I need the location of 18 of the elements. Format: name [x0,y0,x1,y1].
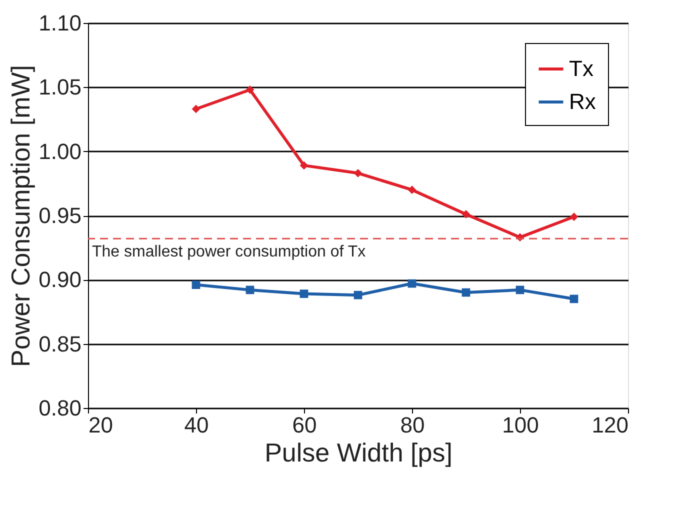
legend-label: Rx [569,89,596,114]
y-tick-label: 0.90 [38,267,82,292]
y-tick-label: 1.00 [38,138,82,164]
x-tick-label: 60 [292,412,317,438]
x-tick-label: 80 [400,412,425,438]
y-axis-title: Power Consumption [mW] [6,65,36,367]
x-tick-label: 120 [592,412,628,438]
y-tick-label: 1.10 [38,10,82,36]
x-tick-label: 20 [88,412,113,438]
ref-line-label: The smallest power consumption of Tx [92,244,366,261]
y-tick-label: 0.95 [38,203,82,228]
x-tick-label: 40 [184,412,209,438]
y-tick-label: 0.85 [38,331,82,356]
x-axis-title: Pulse Width [ps] [264,438,452,468]
y-tick-label: 1.05 [38,74,82,100]
y-tick-label: 0.80 [38,396,82,420]
legend-label: Tx [569,56,594,81]
x-tick-label: 100 [502,412,539,438]
